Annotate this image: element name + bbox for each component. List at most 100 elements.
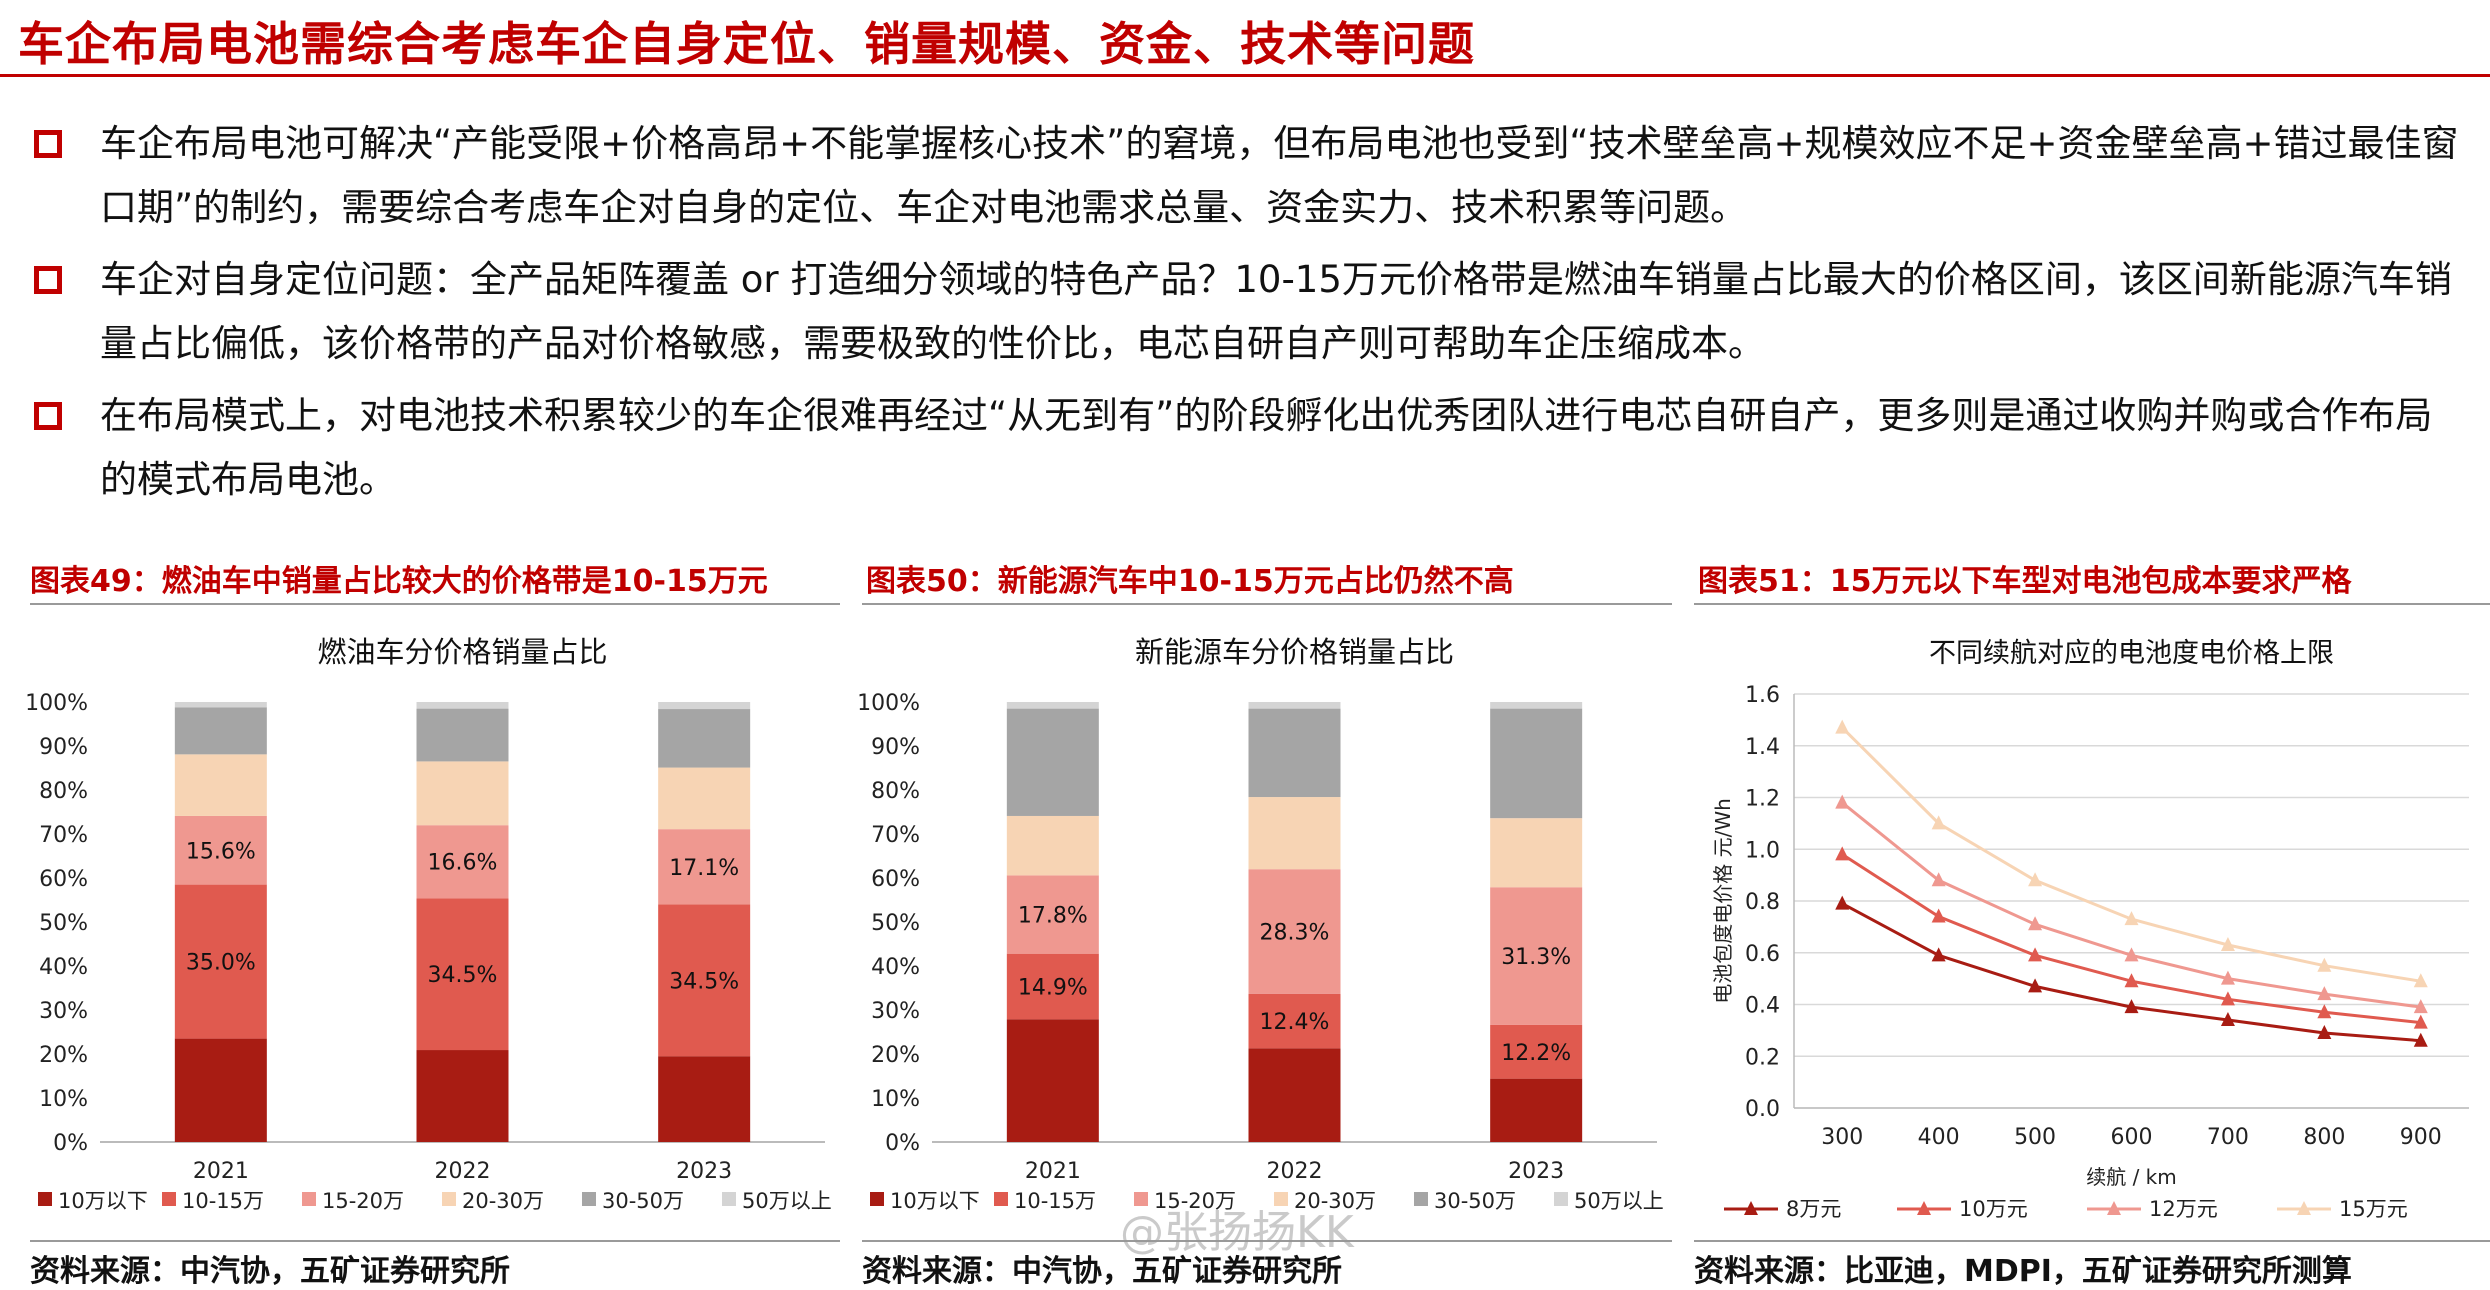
bar-segment (174, 884, 267, 1039)
bar-segment (1248, 797, 1341, 870)
y-tick-label: 20% (39, 1043, 88, 1068)
data-point (2317, 1004, 2332, 1019)
figure-49-title: 图表49：燃油车中销量占比较大的价格带是10-15万元 (30, 564, 768, 599)
legend-label: 8万元 (1786, 1197, 1841, 1221)
y-tick-label: 90% (39, 735, 88, 760)
legend-label: 20-30万 (1294, 1189, 1376, 1213)
y-tick-label: 1.0 (1745, 838, 1780, 863)
bar-segment (1006, 708, 1099, 816)
bar-segment (658, 904, 751, 1057)
data-point (2413, 973, 2428, 988)
data-point (2028, 947, 2043, 962)
x-tick-label: 2022 (1267, 1159, 1323, 1184)
legend-label: 12万元 (2149, 1197, 2218, 1221)
x-tick-label: 300 (1821, 1125, 1863, 1150)
bar-segment (174, 707, 267, 755)
bar-segment (658, 709, 751, 768)
bar-segment (1490, 887, 1583, 1025)
bar-segment (416, 898, 509, 1051)
bar-segment (658, 1056, 751, 1142)
bar-segment (174, 702, 267, 708)
data-point (2220, 1012, 2235, 1027)
figure-50-source: 资料来源：中汽协，五矿证券研究所 (862, 1254, 1342, 1289)
bullet-square-icon (34, 130, 62, 158)
figure-49-source: 资料来源：中汽协，五矿证券研究所 (30, 1254, 510, 1289)
legend-swatch (442, 1192, 456, 1206)
data-point (2124, 947, 2139, 962)
data-point (2413, 1014, 2428, 1029)
bar-segment (416, 708, 509, 762)
bar-segment (1248, 993, 1341, 1049)
bar-segment (1490, 708, 1583, 819)
data-label: 31.3% (1501, 945, 1571, 970)
legend-label: 15万元 (2339, 1197, 2408, 1221)
x-tick-label: 500 (2014, 1125, 2056, 1150)
figure-49-rule (30, 603, 840, 605)
y-tick-label: 60% (39, 867, 88, 892)
data-point (2413, 999, 2428, 1014)
bar-segment (416, 702, 509, 709)
bar-segment (416, 825, 509, 899)
data-point (1835, 719, 1850, 734)
figure-51-source: 资料来源：比亚迪，MDPI，五矿证券研究所测算 (1694, 1254, 2352, 1289)
y-tick-label: 90% (871, 735, 920, 760)
y-tick-label: 40% (39, 955, 88, 980)
bullet-item: 车企布局电池可解决“产能受限+价格高昂+不能掌握核心技术”的窘境，但布局电池也受… (34, 112, 2464, 240)
y-tick-label: 30% (871, 999, 920, 1024)
legend-label: 15-20万 (322, 1189, 404, 1213)
legend-label: 10-15万 (1014, 1189, 1096, 1213)
figure-50-bottom-rule (862, 1240, 1672, 1242)
legend-swatch (1274, 1192, 1288, 1206)
y-tick-label: 1.6 (1745, 683, 1780, 708)
chart-title: 新能源车分价格销量占比 (1135, 635, 1454, 669)
nev-price-share-chart: 新能源车分价格销量占比 0% 10% 20% 30% 40% 50% 60% 70% 80% 90%… (857, 635, 1664, 1213)
figure-51-rule (1694, 603, 2490, 605)
x-axis-label: 续航 / km (2086, 1165, 2177, 1189)
bullet-text: 在布局模式上，对电池技术积累较少的车企很难再经过“从无到有”的阶段孵化出优秀团队… (100, 394, 2433, 501)
legend-label: 10万元 (1959, 1197, 2028, 1221)
legend-label: 30-50万 (1434, 1189, 1516, 1213)
bar-segment (1006, 953, 1099, 1020)
bar-segment (1006, 815, 1099, 876)
bar-segment (1248, 702, 1341, 709)
legend-label: 50万以上 (1574, 1189, 1664, 1213)
data-point (1931, 872, 1946, 887)
data-label: 17.1% (669, 856, 739, 881)
data-point (2317, 957, 2332, 972)
bullet-text: 车企对自身定位问题：全产品矩阵覆盖 or 打造细分领域的特色产品？10-15万元… (100, 258, 2452, 365)
legend-swatch (582, 1192, 596, 1206)
series-line (1841, 853, 2421, 1025)
bar-segment (174, 754, 267, 816)
bar-segment (1248, 708, 1341, 798)
series-line (1841, 726, 2422, 983)
y-tick-label: 100% (25, 691, 88, 716)
data-label: 16.6% (428, 851, 498, 876)
data-point (2028, 916, 2043, 931)
data-label: 35.0% (186, 951, 256, 976)
data-point (2220, 991, 2235, 1006)
y-tick-label: 1.2 (1745, 787, 1780, 812)
legend-label: 10万以下 (58, 1189, 148, 1213)
figure-51-title: 图表51：15万元以下车型对电池包成本要求严格 (1698, 564, 2352, 599)
legend-swatch (302, 1192, 316, 1206)
data-label: 14.9% (1018, 975, 1088, 1000)
data-point (2028, 978, 2043, 993)
figure-50-title: 图表50：新能源汽车中10-15万元占比仍然不高 (866, 564, 1514, 599)
y-tick-label: 80% (39, 779, 88, 804)
chart-title: 不同续航对应的电池度电价格上限 (1929, 638, 2334, 669)
data-point (2317, 1024, 2332, 1039)
y-tick-label: 0.8 (1745, 890, 1780, 915)
bar-segment (1490, 702, 1583, 709)
y-tick-label: 0.0 (1745, 1097, 1780, 1122)
legend-label: 20-30万 (462, 1189, 544, 1213)
data-point (1931, 908, 1946, 923)
bullet-item: 在布局模式上，对电池技术积累较少的车企很难再经过“从无到有”的阶段孵化出优秀团队… (34, 384, 2464, 512)
bar-segment (1006, 702, 1099, 709)
bullet-square-icon (34, 402, 62, 430)
y-tick-label: 50% (39, 911, 88, 936)
bar-segment (1490, 1078, 1583, 1142)
y-tick-label: 100% (857, 691, 920, 716)
bar-segment (658, 829, 751, 905)
data-point (2124, 999, 2139, 1014)
y-tick-label: 50% (871, 911, 920, 936)
